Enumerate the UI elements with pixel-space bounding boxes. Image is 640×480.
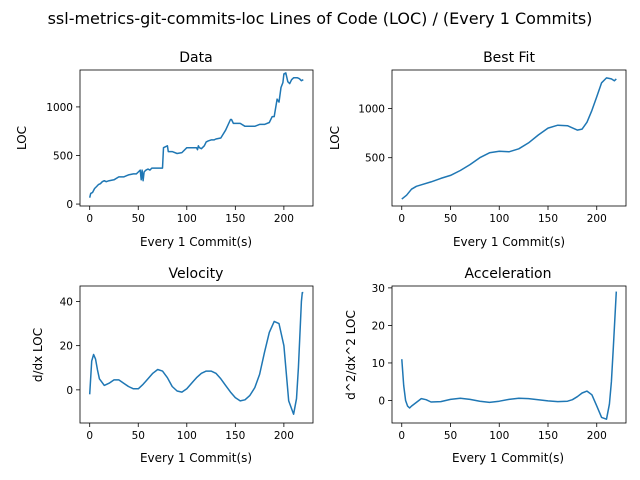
y-tick-label: 1000	[46, 102, 73, 114]
y-tick-label: 20	[60, 341, 73, 353]
x-axis-label: Every 1 Commit(s)	[452, 451, 564, 465]
y-axis-label: LOC	[328, 126, 342, 150]
y-axis-label: LOC	[15, 126, 29, 150]
x-axis-label: Every 1 Commit(s)	[140, 235, 252, 249]
y-tick-label: 20	[372, 320, 385, 332]
subplot-acceleration: Acceleration Every 1 Commit(s) d^2/dx^2 …	[344, 266, 627, 465]
x-tick-label: 150	[225, 430, 245, 442]
series-line	[401, 77, 617, 200]
y-tick-label: 0	[378, 395, 385, 407]
series-line	[88, 291, 304, 415]
y-tick-label: 0	[66, 199, 73, 211]
axes-frame	[79, 69, 314, 207]
subplot-title: Data	[179, 50, 212, 66]
x-tick-label: 100	[489, 213, 509, 225]
figure-suptitle: ssl-metrics-git-commits-loc Lines of Cod…	[48, 9, 593, 28]
y-tick-label: 0	[66, 385, 73, 397]
x-tick-label: 200	[587, 213, 607, 225]
subplot-data: Data Every 1 Commit(s) LOC 0 50 100 150 200 0…	[15, 50, 314, 249]
subplot-title: Best Fit	[483, 50, 535, 66]
x-tick-label: 50	[444, 213, 457, 225]
subplot-best-fit: Best Fit Every 1 Commit(s) LOC 0 50 100 150…	[328, 50, 627, 249]
x-tick-label: 0	[86, 213, 93, 225]
x-tick-label: 150	[538, 213, 558, 225]
subplot-velocity: Velocity Every 1 Commit(s) d/dx LOC 0 50 1…	[31, 266, 314, 465]
y-tick-label: 40	[60, 296, 73, 308]
x-tick-label: 150	[225, 213, 245, 225]
y-tick-label: 500	[365, 153, 385, 165]
series-line	[401, 291, 618, 420]
x-tick-label: 0	[86, 430, 93, 442]
y-axis-label: d^2/dx^2 LOC	[344, 310, 358, 400]
y-tick-label: 1000	[358, 103, 385, 115]
y-tick-label: 10	[372, 358, 385, 370]
subplot-title: Velocity	[169, 266, 224, 282]
y-tick-label: 500	[53, 150, 73, 162]
x-tick-label: 0	[398, 430, 405, 442]
y-axis-label: d/dx LOC	[31, 328, 45, 382]
y-tick-label: 30	[372, 283, 385, 295]
x-tick-label: 50	[444, 430, 457, 442]
x-tick-label: 200	[587, 430, 607, 442]
axes-frame	[391, 69, 627, 207]
x-tick-label: 200	[274, 430, 294, 442]
x-tick-label: 150	[538, 430, 558, 442]
x-tick-label: 100	[177, 430, 197, 442]
axes-frame	[391, 285, 627, 424]
x-tick-label: 0	[398, 213, 405, 225]
x-tick-label: 100	[177, 213, 197, 225]
series-line	[88, 72, 304, 198]
x-axis-label: Every 1 Commit(s)	[453, 235, 565, 249]
x-tick-label: 200	[274, 213, 294, 225]
x-tick-label: 100	[489, 430, 509, 442]
x-axis-label: Every 1 Commit(s)	[140, 451, 252, 465]
axes-frame	[79, 285, 314, 424]
x-tick-label: 50	[132, 430, 145, 442]
subplot-title: Acceleration	[465, 266, 552, 282]
x-tick-label: 50	[132, 213, 145, 225]
